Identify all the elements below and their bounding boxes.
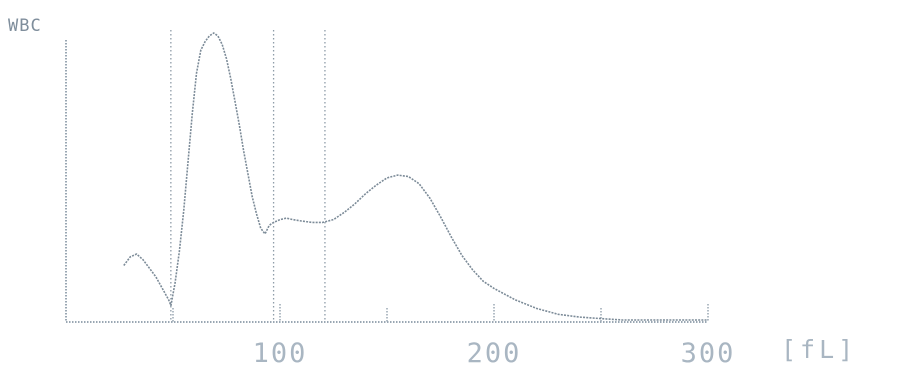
x-tick-labels: 100 200 300 [253, 338, 736, 369]
chart-title: WBC [8, 16, 42, 36]
x-tick-label-100: 100 [253, 338, 308, 369]
threshold-markers [170, 30, 326, 322]
x-axis-unit: [fL] [781, 335, 857, 364]
x-tick-label-300: 300 [681, 338, 736, 369]
wbc-distribution-curve [123, 32, 708, 321]
x-minor-ticks [172, 304, 709, 322]
x-tick-label-200: 200 [467, 338, 522, 369]
